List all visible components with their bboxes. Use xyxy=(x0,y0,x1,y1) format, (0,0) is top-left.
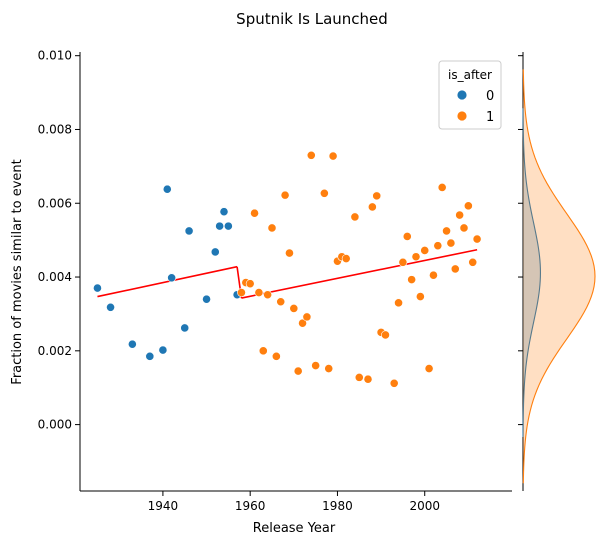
scatter-point-series-1 xyxy=(289,303,299,313)
marginal-kde-plot xyxy=(518,52,596,491)
scatter-point-series-1 xyxy=(407,275,417,285)
scatter-point-series-1 xyxy=(472,234,482,244)
scatter-point-series-1 xyxy=(311,361,321,370)
scatter-point-series-1 xyxy=(463,201,473,211)
scatter-point-series-0 xyxy=(180,323,190,333)
scatter-point-series-1 xyxy=(250,208,259,218)
scatter-point-series-1 xyxy=(394,298,403,308)
x-tick-label: 1960 xyxy=(235,499,266,513)
legend-marker-0 xyxy=(456,89,468,101)
legend-title: is_after xyxy=(448,68,492,82)
y-tick-label: 0.002 xyxy=(38,344,72,358)
x-tick-label: 1980 xyxy=(322,499,353,513)
scatter-point-series-0 xyxy=(162,184,172,194)
kde-fill-series-1 xyxy=(523,69,595,484)
legend-marker-1 xyxy=(456,110,468,122)
legend-label-1: 1 xyxy=(486,110,494,125)
x-tick-label: 1940 xyxy=(148,499,179,513)
main-plot: 1940 1960 1980 2000 0.0000.0020.0040.0060.0… xyxy=(10,49,512,536)
scatter-point-series-0 xyxy=(158,345,168,355)
scatter-point-series-1 xyxy=(415,292,425,301)
kde-line-series-0 xyxy=(522,108,542,437)
scatter-point-series-1 xyxy=(324,364,334,373)
scatter-point-series-1 xyxy=(398,257,408,267)
fit-line-segment xyxy=(241,248,478,299)
scatter-point-series-1 xyxy=(237,288,246,297)
scatter-point-series-1 xyxy=(429,270,438,280)
scatter-point-series-1 xyxy=(442,226,451,236)
scatter-point-series-0 xyxy=(167,273,177,283)
scatter-point-series-0 xyxy=(210,247,220,257)
scatter-point-series-1 xyxy=(367,202,377,212)
x-axis-label: Release Year xyxy=(253,521,336,536)
legend: is_after 0 1 xyxy=(438,60,502,130)
x-ticks: 1940 1960 1980 2000 xyxy=(148,491,440,513)
scatter-point-series-1 xyxy=(302,312,312,322)
scatter-point-series-1 xyxy=(285,248,294,258)
legend-label-0: 0 xyxy=(486,89,494,104)
scatter-point-series-1 xyxy=(389,378,399,388)
scatter-point-series-0 xyxy=(219,207,229,217)
chart-title: Sputnik Is Launched xyxy=(236,10,388,28)
scatter-point-series-1 xyxy=(328,151,338,161)
x-tick-label: 2000 xyxy=(409,499,440,513)
y-ticks: 0.000 0.002 0.004 0.006 0.008 0.010 xyxy=(38,49,80,432)
scatter-points xyxy=(93,150,482,388)
scatter-point-series-1 xyxy=(450,264,460,274)
scatter-point-series-1 xyxy=(459,223,469,233)
scatter-point-series-1 xyxy=(381,330,390,340)
y-tick-label: 0.008 xyxy=(38,122,72,136)
scatter-point-series-1 xyxy=(372,191,382,201)
scatter-point-series-0 xyxy=(202,294,211,304)
scatter-point-series-1 xyxy=(319,188,329,198)
scatter-point-series-1 xyxy=(276,297,286,307)
scatter-point-series-1 xyxy=(245,279,255,289)
legend-box xyxy=(438,60,502,130)
scatter-point-series-0 xyxy=(106,302,115,312)
scatter-point-series-1 xyxy=(433,241,443,251)
scatter-point-series-0 xyxy=(93,283,102,293)
scatter-point-series-1 xyxy=(350,212,360,222)
scatter-point-series-1 xyxy=(280,190,290,200)
scatter-point-series-1 xyxy=(402,232,412,241)
scatter-point-series-0 xyxy=(215,221,225,231)
scatter-point-series-1 xyxy=(420,246,430,255)
y-tick-label: 0.010 xyxy=(38,49,72,63)
scatter-point-series-1 xyxy=(341,254,351,263)
y-axis-label: Fraction of movies similar to event xyxy=(10,159,25,384)
scatter-point-series-1 xyxy=(424,364,434,373)
scatter-point-series-1 xyxy=(446,238,456,248)
scatter-point-series-1 xyxy=(271,351,281,361)
scatter-point-series-1 xyxy=(411,252,421,262)
scatter-point-series-1 xyxy=(293,366,303,376)
scatter-point-series-1 xyxy=(363,374,373,384)
scatter-point-series-0 xyxy=(223,221,233,231)
scatter-point-series-1 xyxy=(455,210,465,220)
kde-line-series-1 xyxy=(522,69,596,484)
scatter-point-series-1 xyxy=(437,182,447,192)
scatter-point-series-1 xyxy=(263,290,273,300)
scatter-point-series-1 xyxy=(298,318,307,328)
scatter-point-series-1 xyxy=(354,372,364,382)
scatter-point-series-1 xyxy=(267,223,277,233)
scatter-point-series-1 xyxy=(468,257,478,267)
fit-line-segment xyxy=(97,265,238,298)
marginal-ticks xyxy=(518,55,523,426)
scatter-point-series-0 xyxy=(145,351,155,361)
scatter-point-series-1 xyxy=(306,150,316,160)
scatter-point-series-0 xyxy=(127,339,137,349)
y-tick-label: 0.004 xyxy=(38,270,72,284)
kde-curves xyxy=(522,69,596,484)
y-tick-label: 0.000 xyxy=(38,418,72,432)
scatter-point-series-0 xyxy=(184,226,194,236)
scatter-point-series-1 xyxy=(254,288,264,297)
scatter-point-series-1 xyxy=(258,346,268,356)
y-tick-label: 0.006 xyxy=(38,196,72,210)
